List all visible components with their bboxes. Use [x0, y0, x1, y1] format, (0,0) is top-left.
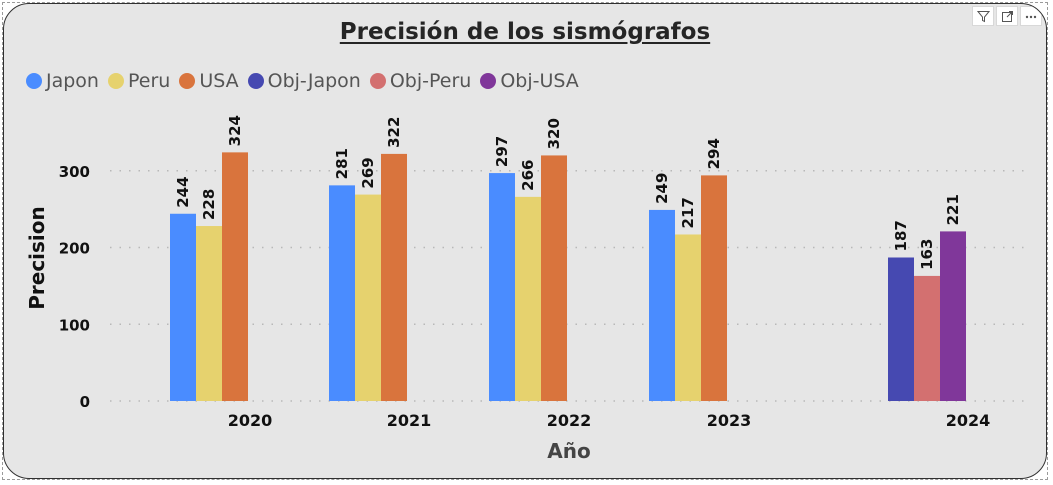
legend-item-japon[interactable]: Japon — [26, 70, 99, 92]
legend-item-usa[interactable]: USA — [179, 70, 239, 92]
x-tick-label: 2022 — [547, 411, 592, 430]
x-tick-label: 2024 — [946, 411, 991, 430]
legend-item-obj-usa[interactable]: Obj-USA — [480, 70, 579, 92]
y-tick-label: 100 — [59, 316, 90, 334]
data-label: 249 — [653, 173, 671, 204]
data-label: 294 — [705, 138, 723, 169]
y-tick-label: 200 — [59, 240, 90, 258]
chart-title: Precisión de los sismógrafos — [339, 19, 711, 45]
bar — [914, 275, 940, 401]
data-label: 297 — [493, 136, 511, 167]
legend-item-obj-japon[interactable]: Obj-Japon — [247, 70, 361, 92]
x-tick-label: 2021 — [387, 411, 432, 430]
bar — [222, 152, 248, 401]
legend-label: USA — [199, 70, 239, 92]
data-label: 266 — [519, 160, 537, 191]
bar — [888, 257, 914, 401]
bar — [701, 175, 727, 401]
data-label: 244 — [174, 176, 192, 207]
x-axis-title: Año — [547, 439, 590, 463]
legend-swatch — [369, 73, 386, 89]
data-label: 163 — [918, 239, 936, 270]
legend-swatch — [107, 73, 124, 89]
bar — [940, 231, 966, 401]
legend-label: Japon — [46, 70, 99, 92]
bar — [675, 234, 701, 401]
visual-selection-border — [2, 2, 1048, 480]
legend-item-peru[interactable]: Peru — [107, 70, 171, 92]
legend-swatch — [26, 73, 42, 89]
data-label: 187 — [892, 220, 910, 251]
data-label: 217 — [679, 197, 697, 228]
focus-mode-icon[interactable] — [996, 6, 1018, 26]
legend-label: Obj-Peru — [389, 70, 472, 92]
legend-swatch — [480, 73, 497, 89]
y-tick-label: 300 — [59, 163, 90, 181]
x-tick-label: 2020 — [228, 411, 273, 430]
visual-header-toolbar — [972, 6, 1042, 26]
data-label: 221 — [944, 194, 962, 225]
data-label: 269 — [359, 157, 377, 188]
legend-swatch — [179, 73, 196, 89]
bar — [381, 153, 407, 401]
bar — [355, 194, 381, 401]
data-label: 324 — [226, 115, 244, 146]
data-label: 228 — [200, 189, 218, 220]
legend-swatch — [247, 73, 264, 89]
data-label: 320 — [545, 118, 563, 149]
x-tick-label: 2023 — [707, 411, 752, 430]
bar — [329, 185, 355, 401]
bar — [196, 226, 222, 401]
more-options-icon[interactable] — [1020, 6, 1042, 26]
chart-legend: Japon Peru USA Obj-Japon Obj-Peru Obj-US… — [26, 70, 579, 92]
legend-label: Obj-USA — [500, 70, 579, 92]
y-axis-title: Precision — [25, 206, 49, 310]
data-label: 281 — [333, 148, 351, 179]
bar — [170, 213, 196, 401]
bar — [515, 196, 541, 401]
legend-label: Obj-Japon — [267, 70, 361, 92]
data-label: 322 — [385, 117, 403, 148]
legend-label: Peru — [127, 70, 171, 92]
legend-item-obj-peru[interactable]: Obj-Peru — [369, 70, 472, 92]
bar — [489, 173, 515, 401]
filter-icon[interactable] — [972, 6, 994, 26]
y-tick-label: 0 — [80, 393, 90, 411]
bar — [541, 155, 567, 401]
bar — [649, 209, 675, 401]
